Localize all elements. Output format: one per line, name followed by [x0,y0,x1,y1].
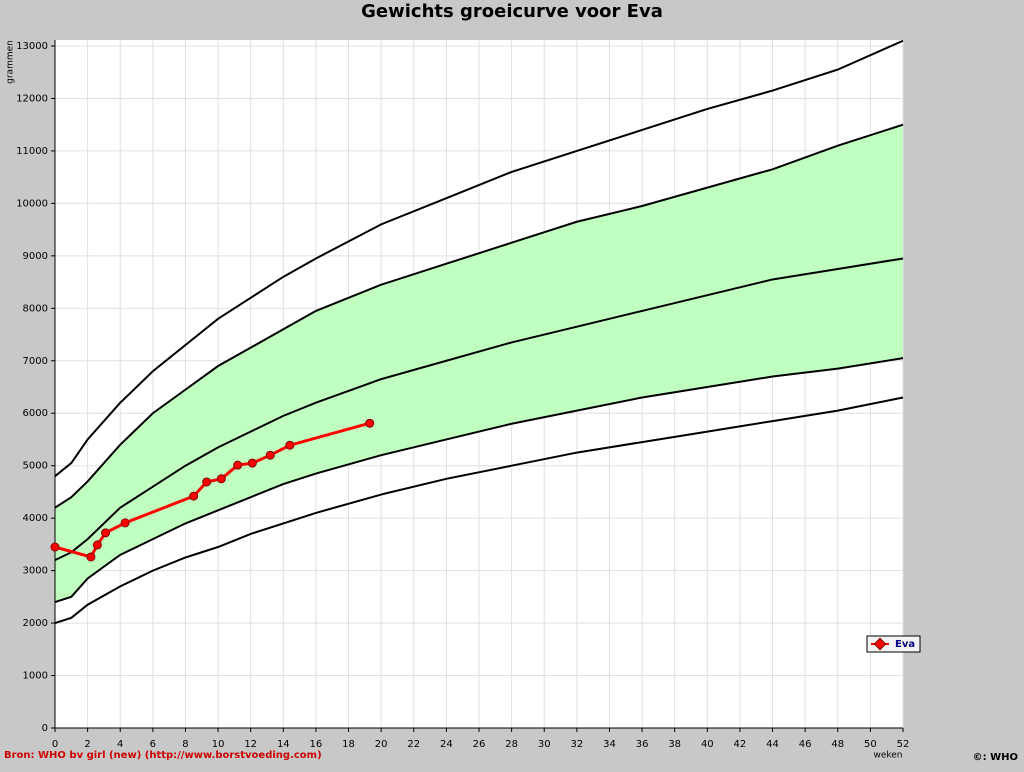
y-tick-label: 6000 [23,408,48,419]
x-tick-label: 8 [182,739,188,750]
reference-curve [54,123,904,509]
y-tick-label: 9000 [23,251,48,262]
x-tick-label: 22 [407,739,420,750]
y-tick-label: 2000 [23,618,48,629]
x-tick-label: 12 [244,739,257,750]
data-point [285,440,295,450]
data-point [216,474,226,484]
x-tick-label: 16 [310,739,323,750]
y-tick-label: 3000 [23,566,48,577]
y-tick-label: 13000 [16,41,48,52]
data-point [50,542,60,552]
x-tick-label: 0 [52,739,58,750]
y-tick-label: 5000 [23,461,48,472]
data-point [92,540,102,550]
y-tick-label: 4000 [23,513,48,524]
data-point [365,418,375,428]
reference-band [55,124,903,603]
y-tick-label: 1000 [23,671,48,682]
x-tick-label: 24 [440,739,453,750]
source-note: Bron: WHO bv girl (new) (http://www.bors… [4,750,322,761]
x-tick-label: 10 [212,739,225,750]
y-tick-label: 7000 [23,356,48,367]
x-tick-label: 40 [701,739,714,750]
x-tick-label: 14 [277,739,290,750]
x-tick-label: 26 [473,739,486,750]
copyright-note: ©: WHO [973,752,1018,763]
y-tick-label: 12000 [16,93,48,104]
data-point [101,528,111,538]
y-tick-label: 10000 [16,198,48,209]
x-tick-label: 36 [636,739,649,750]
data-point [233,460,243,470]
legend-marker [873,637,887,651]
x-tick-label: 46 [799,739,812,750]
data-point [265,450,275,460]
y-tick-label: 8000 [23,303,48,314]
data-point [189,491,199,501]
plot-area [54,39,904,729]
x-tick-label: 44 [766,739,779,750]
y-axis-label: grammen [6,40,16,84]
x-tick-label: 48 [831,739,844,750]
data-point [202,477,212,487]
reference-curve [54,39,904,477]
x-tick-label: 42 [734,739,747,750]
x-tick-label: 38 [668,739,681,750]
x-tick-label: 20 [375,739,388,750]
chart-title: Gewichts groeicurve voor Eva [361,1,663,22]
x-tick-label: 6 [150,739,156,750]
x-tick-label: 18 [342,739,355,750]
x-tick-label: 50 [864,739,877,750]
reference-curve [54,396,904,625]
reference-curve [54,257,904,562]
x-tick-label: 4 [117,739,123,750]
x-tick-label: 52 [897,739,910,750]
x-tick-label: 2 [84,739,90,750]
x-tick-label: 32 [570,739,583,750]
data-point [247,458,257,468]
y-tick-label: 0 [42,723,48,734]
data-point [120,518,130,528]
y-tick-label: 11000 [16,146,48,157]
x-tick-label: 34 [603,739,616,750]
data-point [86,552,96,562]
legend-label: Eva [895,639,915,650]
x-tick-label: 30 [538,739,551,750]
x-tick-label: 28 [505,739,518,750]
x-axis-label: weken [873,751,902,761]
reference-curve [54,357,904,604]
